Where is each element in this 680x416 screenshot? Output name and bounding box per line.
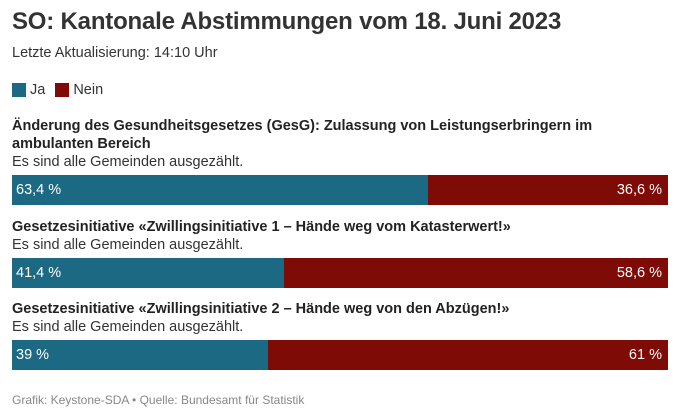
bar-segment-yes: 41,4 % — [12, 258, 284, 288]
vote-title: Gesetzesinitiative «Zwillingsinitiative … — [12, 219, 511, 235]
legend-item-yes: Ja — [12, 82, 45, 98]
result-bar: 39 % 61 % — [12, 340, 668, 370]
result-bar: 41,4 % 58,6 % — [12, 258, 668, 288]
bar-segment-no: 58,6 % — [283, 258, 668, 288]
vote-status: Es sind alle Gemeinden ausgezählt. — [12, 154, 244, 170]
legend-swatch-yes — [12, 83, 26, 97]
legend-swatch-no — [55, 83, 70, 97]
vote-item-2: Gesetzesinitiative «Zwillingsinitiative … — [12, 218, 668, 288]
bar-segment-yes: 39 % — [12, 340, 268, 370]
legend: Ja Nein — [12, 82, 113, 98]
source-footer: Grafik: Keystone-SDA • Quelle: Bundesamt… — [12, 393, 305, 407]
bar-label-no: 58,6 % — [616, 265, 662, 281]
vote-title: Änderung des Gesundheitsgesetzes (GesG):… — [12, 118, 593, 152]
chart-title: SO: Kantonale Abstimmungen vom 18. Juni … — [12, 8, 562, 35]
vote-item-1: Änderung des Gesundheitsgesetzes (GesG):… — [12, 117, 668, 205]
last-updated: Letzte Aktualisierung: 14:10 Uhr — [12, 45, 218, 61]
vote-status: Es sind alle Gemeinden ausgezählt. — [12, 237, 244, 253]
bar-label-yes: 63,4 % — [16, 182, 62, 198]
legend-label-yes: Ja — [30, 82, 46, 98]
vote-status: Es sind alle Gemeinden ausgezählt. — [12, 319, 244, 335]
bar-segment-no: 61 % — [267, 340, 668, 370]
bar-segment-no: 36,6 % — [427, 175, 668, 205]
bar-label-no: 36,6 % — [616, 182, 662, 198]
vote-item-3: Gesetzesinitiative «Zwillingsinitiative … — [12, 300, 668, 370]
bar-segment-yes: 63,4 % — [12, 175, 428, 205]
result-bar: 63,4 % 36,6 % — [12, 175, 668, 205]
legend-item-no: Nein — [55, 82, 103, 98]
bar-label-no: 61 % — [628, 347, 662, 363]
bar-label-yes: 39 % — [16, 347, 50, 363]
legend-label-no: Nein — [73, 82, 104, 98]
bar-label-yes: 41,4 % — [16, 265, 62, 281]
vote-title: Gesetzesinitiative «Zwillingsinitiative … — [12, 301, 510, 317]
